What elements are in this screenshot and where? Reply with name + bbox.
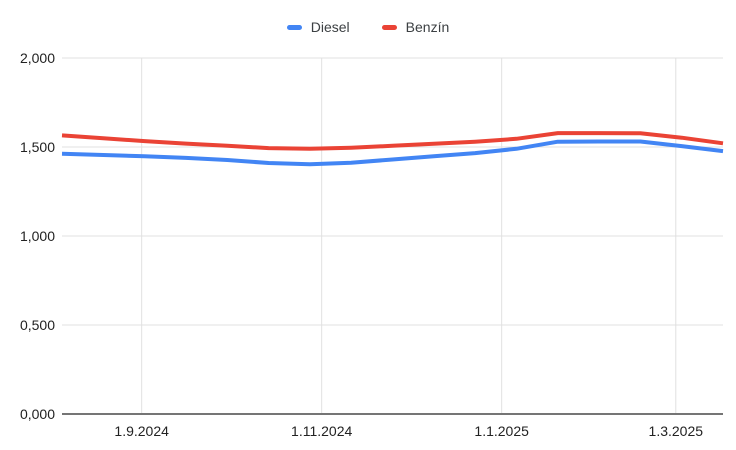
y-axis-tick-label: 2,000 [19, 50, 55, 66]
y-axis-tick-label: 0,500 [19, 317, 55, 333]
series-line-benzín[interactable] [61, 131, 724, 151]
x-axis-tick-label: 1.11.2024 [291, 423, 353, 439]
benzin-legend-label: Benzín [405, 19, 450, 35]
x-axis-tick-label: 1.3.2025 [648, 423, 704, 439]
y-axis-tick-label: 0,000 [19, 406, 55, 422]
chart-legend: Diesel Benzín [0, 19, 736, 35]
benzin-series-swatch-icon [381, 24, 397, 30]
series-line-diesel[interactable] [61, 139, 724, 167]
y-axis-tick-label: 1,000 [19, 228, 55, 244]
diesel-legend-label: Diesel [310, 19, 350, 35]
diesel-series-swatch-icon [286, 24, 302, 30]
legend-item-benzin[interactable]: Benzín [381, 19, 450, 35]
legend-item-diesel[interactable]: Diesel [286, 19, 350, 35]
x-axis-tick-label: 1.1.2025 [474, 423, 529, 439]
x-axis-tick-label: 1.9.2024 [114, 423, 169, 439]
y-axis-tick-label: 1,500 [19, 139, 55, 155]
